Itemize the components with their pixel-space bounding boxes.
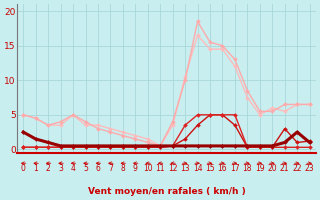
X-axis label: Vent moyen/en rafales ( km/h ): Vent moyen/en rafales ( km/h ) bbox=[88, 187, 245, 196]
